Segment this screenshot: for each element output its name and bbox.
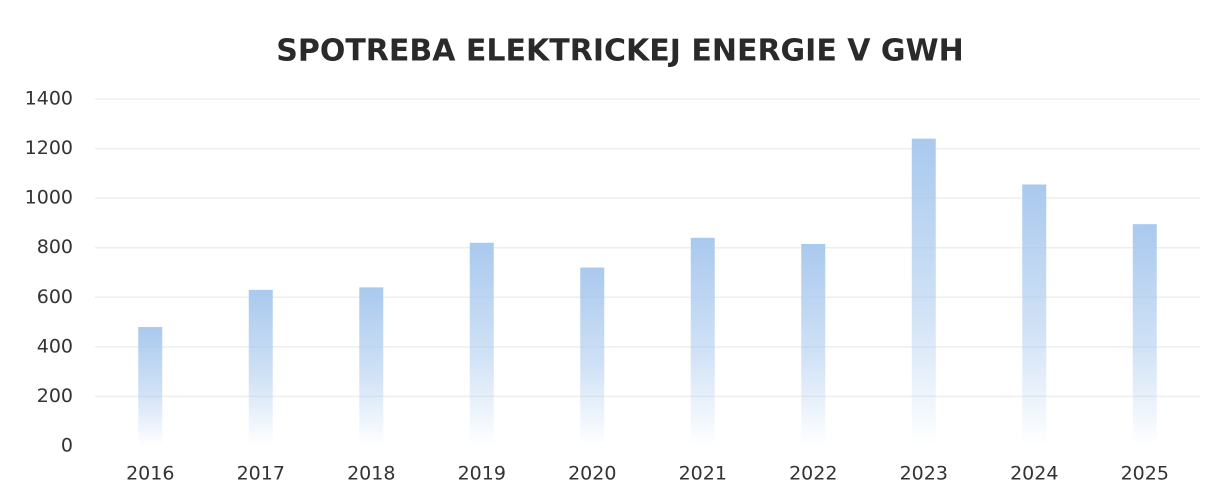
y-tick-label: 400 [37, 335, 73, 357]
y-tick-label: 0 [61, 435, 73, 457]
x-tick-label: 2016 [126, 463, 174, 485]
bar [248, 289, 273, 446]
x-tick-label: 2024 [1010, 463, 1058, 485]
bar [138, 327, 163, 446]
x-tick-label: 2020 [568, 463, 616, 485]
x-tick-label: 2023 [900, 463, 948, 485]
bar [1022, 184, 1047, 446]
bar [911, 138, 936, 446]
x-tick-label: 2021 [679, 463, 727, 485]
y-tick-label: 1400 [25, 88, 73, 110]
bar [469, 242, 494, 446]
bar [801, 243, 826, 446]
y-tick-label: 200 [37, 385, 73, 407]
bar [1132, 224, 1157, 446]
bar [690, 237, 715, 446]
y-tick-label: 1200 [25, 137, 73, 159]
y-tick-label: 800 [37, 236, 73, 258]
x-tick-label: 2025 [1121, 463, 1169, 485]
chart-title: SPOTREBA ELEKTRICKEJ ENERGIE V GWH [276, 34, 964, 69]
x-tick-label: 2019 [458, 463, 506, 485]
bar [359, 287, 384, 446]
x-tick-label: 2022 [789, 463, 837, 485]
bar [580, 267, 605, 446]
x-tick-label: 2018 [347, 463, 395, 485]
y-tick-label: 1000 [25, 187, 73, 209]
x-tick-label: 2017 [237, 463, 285, 485]
y-tick-label: 600 [37, 286, 73, 308]
